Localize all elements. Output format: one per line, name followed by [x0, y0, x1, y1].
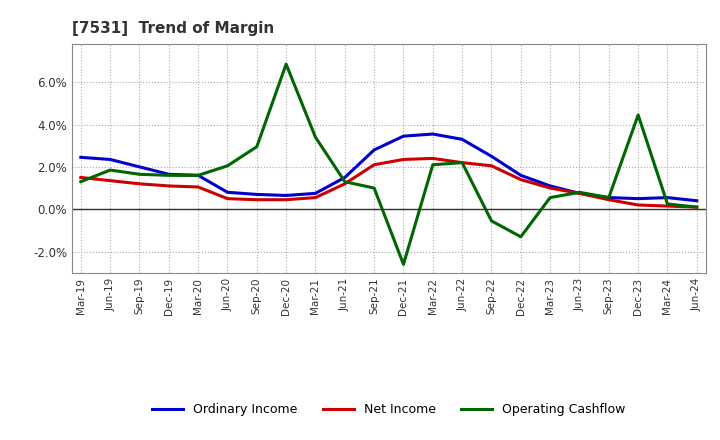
Ordinary Income	[546, 183, 554, 189]
Operating Cashflow	[663, 202, 672, 207]
Ordinary Income	[135, 164, 144, 169]
Net Income	[76, 175, 85, 180]
Ordinary Income	[76, 155, 85, 160]
Operating Cashflow	[605, 195, 613, 200]
Net Income	[399, 157, 408, 162]
Net Income	[693, 205, 701, 210]
Operating Cashflow	[76, 179, 85, 184]
Net Income	[663, 203, 672, 209]
Operating Cashflow	[194, 173, 202, 178]
Ordinary Income	[164, 172, 173, 177]
Operating Cashflow	[282, 62, 290, 67]
Operating Cashflow	[487, 218, 496, 224]
Operating Cashflow	[311, 135, 320, 140]
Ordinary Income	[516, 173, 525, 178]
Ordinary Income	[605, 195, 613, 200]
Net Income	[194, 184, 202, 190]
Ordinary Income	[428, 132, 437, 137]
Ordinary Income	[194, 173, 202, 178]
Ordinary Income	[458, 137, 467, 142]
Operating Cashflow	[428, 162, 437, 167]
Operating Cashflow	[370, 185, 379, 191]
Operating Cashflow	[341, 179, 349, 184]
Line: Operating Cashflow: Operating Cashflow	[81, 64, 697, 264]
Net Income	[135, 181, 144, 187]
Operating Cashflow	[253, 144, 261, 150]
Net Income	[605, 197, 613, 202]
Ordinary Income	[106, 157, 114, 162]
Ordinary Income	[487, 154, 496, 159]
Net Income	[575, 191, 584, 196]
Line: Ordinary Income: Ordinary Income	[81, 134, 697, 201]
Operating Cashflow	[164, 173, 173, 178]
Net Income	[106, 178, 114, 183]
Operating Cashflow	[693, 205, 701, 210]
Net Income	[428, 156, 437, 161]
Operating Cashflow	[458, 160, 467, 165]
Operating Cashflow	[399, 262, 408, 267]
Ordinary Income	[311, 191, 320, 196]
Ordinary Income	[634, 196, 642, 201]
Operating Cashflow	[223, 163, 232, 169]
Operating Cashflow	[516, 234, 525, 239]
Operating Cashflow	[135, 172, 144, 177]
Ordinary Income	[253, 192, 261, 197]
Net Income	[370, 162, 379, 167]
Text: [7531]  Trend of Margin: [7531] Trend of Margin	[72, 21, 274, 36]
Net Income	[341, 181, 349, 187]
Operating Cashflow	[575, 190, 584, 195]
Line: Net Income: Net Income	[81, 158, 697, 207]
Net Income	[253, 197, 261, 202]
Net Income	[223, 196, 232, 201]
Net Income	[516, 177, 525, 182]
Operating Cashflow	[546, 195, 554, 200]
Ordinary Income	[282, 193, 290, 198]
Ordinary Income	[341, 175, 349, 180]
Legend: Ordinary Income, Net Income, Operating Cashflow: Ordinary Income, Net Income, Operating C…	[147, 398, 631, 421]
Net Income	[311, 195, 320, 200]
Ordinary Income	[693, 198, 701, 203]
Net Income	[546, 185, 554, 191]
Ordinary Income	[399, 133, 408, 139]
Ordinary Income	[663, 195, 672, 200]
Ordinary Income	[223, 190, 232, 195]
Net Income	[164, 183, 173, 189]
Ordinary Income	[575, 191, 584, 196]
Net Income	[282, 197, 290, 202]
Net Income	[634, 202, 642, 208]
Net Income	[458, 160, 467, 165]
Ordinary Income	[370, 147, 379, 153]
Net Income	[487, 163, 496, 169]
Operating Cashflow	[106, 167, 114, 172]
Operating Cashflow	[634, 112, 642, 117]
